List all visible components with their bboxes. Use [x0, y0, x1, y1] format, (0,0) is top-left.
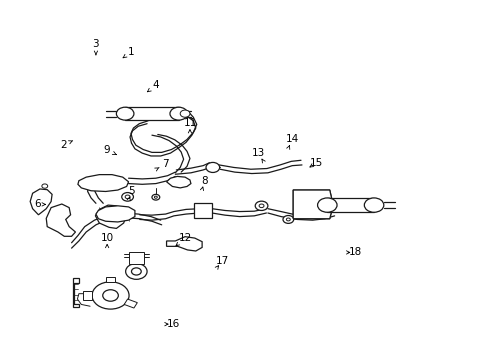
Ellipse shape: [152, 194, 160, 200]
Ellipse shape: [317, 198, 336, 212]
Ellipse shape: [283, 216, 293, 224]
Text: 1: 1: [128, 46, 135, 57]
Ellipse shape: [122, 193, 133, 201]
Text: 10: 10: [101, 233, 114, 243]
Text: 9: 9: [103, 145, 110, 155]
Polygon shape: [166, 176, 190, 188]
Ellipse shape: [170, 107, 187, 120]
Polygon shape: [293, 190, 332, 219]
Polygon shape: [105, 277, 115, 282]
Polygon shape: [30, 189, 52, 215]
Ellipse shape: [205, 162, 219, 172]
Polygon shape: [124, 299, 137, 308]
Text: 3: 3: [92, 40, 99, 49]
Polygon shape: [326, 198, 373, 212]
Text: 15: 15: [309, 158, 323, 168]
Polygon shape: [96, 206, 135, 222]
Ellipse shape: [42, 184, 48, 188]
Polygon shape: [194, 203, 211, 218]
Ellipse shape: [125, 264, 147, 279]
Text: 12: 12: [178, 233, 191, 243]
Ellipse shape: [180, 110, 189, 117]
Ellipse shape: [364, 198, 383, 212]
Polygon shape: [78, 175, 128, 192]
Text: 4: 4: [152, 80, 159, 90]
Text: 6: 6: [34, 199, 41, 210]
Ellipse shape: [116, 107, 134, 120]
Polygon shape: [166, 237, 202, 251]
Text: 2: 2: [60, 140, 66, 150]
Text: 17: 17: [216, 256, 229, 266]
Polygon shape: [95, 205, 126, 228]
Polygon shape: [129, 252, 143, 264]
Text: 7: 7: [162, 159, 168, 169]
Polygon shape: [46, 204, 75, 236]
Text: 11: 11: [183, 118, 196, 128]
Text: 14: 14: [285, 134, 298, 144]
Polygon shape: [83, 291, 92, 300]
Text: 13: 13: [251, 148, 264, 158]
Ellipse shape: [92, 282, 129, 309]
Text: 16: 16: [167, 319, 180, 329]
Polygon shape: [73, 278, 79, 307]
Text: 18: 18: [348, 247, 362, 257]
Text: 5: 5: [128, 186, 135, 197]
Polygon shape: [125, 107, 179, 120]
Text: 8: 8: [201, 176, 207, 186]
Ellipse shape: [255, 201, 267, 211]
